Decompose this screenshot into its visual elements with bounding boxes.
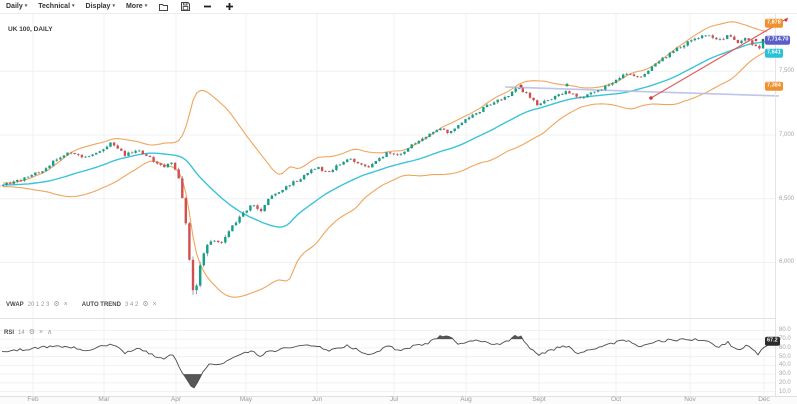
open-chart-icon[interactable]: [158, 1, 169, 12]
save-chart-icon[interactable]: [180, 1, 191, 12]
month-label: May: [239, 396, 253, 403]
month-label: Apr: [170, 396, 182, 403]
menu-display[interactable]: Display ▾: [86, 3, 115, 10]
toolbar: Daily ▾ Technical ▾ Display ▾ More ▾: [0, 0, 797, 14]
menu-daily-label: Daily: [6, 3, 23, 10]
chevron-down-icon: ▾: [144, 3, 148, 9]
chevron-down-icon: ▾: [112, 3, 115, 9]
price-gridline-label: 7,000: [779, 132, 795, 139]
zoom-in-icon[interactable]: [224, 1, 235, 12]
menu-display-label: Display: [85, 3, 111, 10]
upper-band-price-badge: 7,878: [765, 18, 783, 28]
month-label: Dec: [758, 396, 770, 403]
indicator-legend-row: VWAP 20 1 2 3 ⚙ × AUTO TREND 3 4 2 ⚙ ×: [6, 301, 157, 308]
price-axis-border: [775, 14, 776, 404]
month-label: Aug: [460, 396, 472, 403]
zoom-out-icon[interactable]: [202, 1, 213, 12]
collapse-pane-icon[interactable]: ∧: [47, 329, 53, 336]
vwap-legend-params: 20 1 2 3: [27, 301, 50, 308]
auto-trend-legend-params: 3 4 2: [124, 301, 139, 308]
vwap-settings-icon[interactable]: ⚙: [53, 301, 60, 308]
lower-band-price-badge: 7,384: [765, 81, 783, 91]
menu-technical-label: Technical: [38, 3, 71, 10]
time-axis-strip[interactable]: [0, 396, 797, 404]
instrument-title: UK 100, DAILY: [8, 26, 53, 33]
vwap-remove-icon[interactable]: ×: [63, 301, 68, 308]
auto-trend-settings-icon[interactable]: ⚙: [142, 301, 149, 308]
rsi-remove-icon[interactable]: ×: [38, 329, 44, 336]
vwap-price-badge: 7,641: [765, 48, 783, 58]
rsi-gridline-label: 40.0: [779, 362, 791, 369]
rsi-gridline-label: 60.0: [779, 344, 791, 351]
rsi-settings-icon[interactable]: ⚙: [28, 329, 35, 336]
chevron-down-icon: ▾: [72, 3, 75, 9]
rsi-gridline-label: 80.0: [779, 327, 791, 334]
month-label: Oct: [610, 396, 622, 403]
menu-daily[interactable]: Daily ▾: [6, 3, 27, 10]
price-gridline-label: 6,500: [779, 195, 795, 202]
month-label: Sept: [532, 396, 546, 403]
rsi-legend-row: RSI 14 ⚙ × ∧: [4, 329, 52, 336]
rsi-legend-params: 14: [18, 329, 25, 336]
auto-trend-remove-icon[interactable]: ×: [152, 301, 157, 308]
price-gridline-label: 7,500: [779, 68, 795, 75]
auto-trend-legend-label: AUTO TREND: [81, 301, 121, 308]
price-gridline-label: 6,000: [779, 259, 795, 266]
menu-more[interactable]: More ▾: [126, 3, 147, 10]
rsi-legend-label: RSI: [4, 329, 15, 336]
rsi-gridline-label: 70.0: [779, 336, 791, 343]
pane-divider[interactable]: [0, 318, 776, 319]
vwap-legend-label: VWAP: [6, 301, 24, 308]
month-label: Jun: [311, 396, 323, 403]
rsi-value-badge: 67.2: [765, 336, 780, 346]
rsi-gridline-label: 30.0: [779, 371, 791, 378]
menu-more-label: More: [125, 3, 143, 10]
rsi-gridline-label: 10.0: [779, 388, 791, 395]
month-label: Mar: [98, 396, 110, 403]
menu-technical[interactable]: Technical ▾: [38, 3, 74, 10]
month-label: Nov: [684, 396, 696, 403]
chevron-down-icon: ▾: [24, 3, 28, 9]
rsi-gridline-label: 50.0: [779, 353, 791, 360]
month-label: Jul: [389, 396, 399, 403]
rsi-gridline-label: 20.0: [779, 379, 791, 386]
month-label: Feb: [27, 396, 39, 403]
last-price-badge: 7,714.70: [765, 35, 791, 45]
